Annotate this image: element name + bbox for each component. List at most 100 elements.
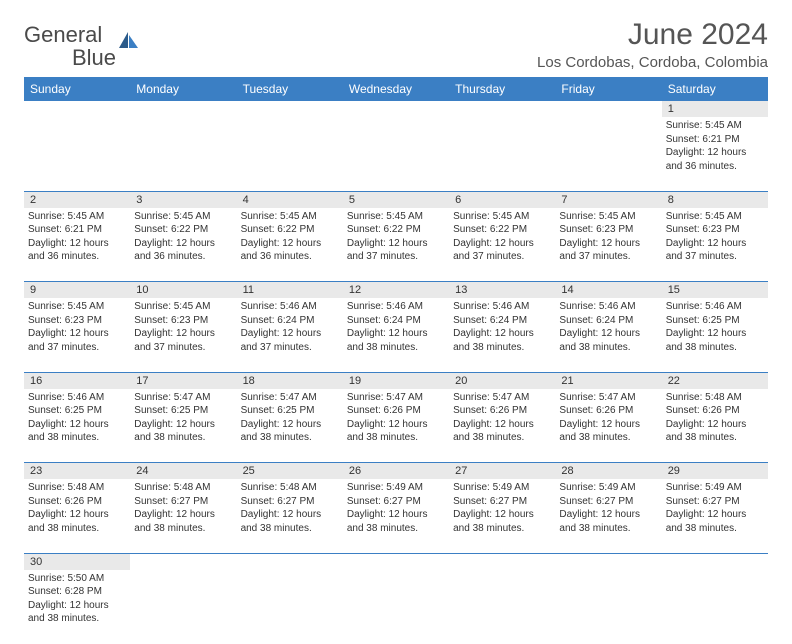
day-number bbox=[343, 101, 449, 117]
calendar-table: SundayMondayTuesdayWednesdayThursdayFrid… bbox=[24, 77, 768, 644]
daylight-line-2: and 38 minutes. bbox=[453, 522, 551, 536]
daylight-line-2: and 38 minutes. bbox=[347, 522, 445, 536]
day-number: 2 bbox=[24, 191, 130, 208]
day-number: 1 bbox=[662, 101, 768, 117]
daynum-row: 16171819202122 bbox=[24, 372, 768, 389]
daylight-line-2: and 37 minutes. bbox=[347, 250, 445, 264]
day-cell bbox=[130, 570, 236, 644]
day-number: 3 bbox=[130, 191, 236, 208]
sunset-line: Sunset: 6:24 PM bbox=[453, 314, 551, 328]
daylight-line-2: and 38 minutes. bbox=[666, 341, 764, 355]
day-number bbox=[130, 101, 236, 117]
day-number bbox=[662, 553, 768, 570]
sunset-line: Sunset: 6:23 PM bbox=[559, 223, 657, 237]
sunrise-line: Sunrise: 5:45 AM bbox=[559, 210, 657, 224]
day-number: 11 bbox=[237, 282, 343, 299]
day-cell: Sunrise: 5:45 AMSunset: 6:23 PMDaylight:… bbox=[24, 298, 130, 372]
sunset-line: Sunset: 6:23 PM bbox=[28, 314, 126, 328]
day-number: 23 bbox=[24, 463, 130, 480]
day-cell bbox=[555, 570, 661, 644]
weekday-header: Tuesday bbox=[237, 77, 343, 101]
daylight-line-2: and 37 minutes. bbox=[559, 250, 657, 264]
day-number: 8 bbox=[662, 191, 768, 208]
day-number: 27 bbox=[449, 463, 555, 480]
day-cell: Sunrise: 5:48 AMSunset: 6:27 PMDaylight:… bbox=[130, 479, 236, 553]
sunrise-line: Sunrise: 5:45 AM bbox=[241, 210, 339, 224]
day-number: 5 bbox=[343, 191, 449, 208]
day-number: 25 bbox=[237, 463, 343, 480]
daylight-line-1: Daylight: 12 hours bbox=[134, 418, 232, 432]
sunrise-line: Sunrise: 5:46 AM bbox=[241, 300, 339, 314]
daylight-line-1: Daylight: 12 hours bbox=[453, 418, 551, 432]
sunrise-line: Sunrise: 5:46 AM bbox=[559, 300, 657, 314]
daylight-line-2: and 36 minutes. bbox=[241, 250, 339, 264]
sunset-line: Sunset: 6:26 PM bbox=[347, 404, 445, 418]
daynum-row: 2345678 bbox=[24, 191, 768, 208]
daylight-line-1: Daylight: 12 hours bbox=[347, 508, 445, 522]
day-number: 20 bbox=[449, 372, 555, 389]
daynum-row: 23242526272829 bbox=[24, 463, 768, 480]
sunrise-line: Sunrise: 5:45 AM bbox=[453, 210, 551, 224]
sunset-line: Sunset: 6:24 PM bbox=[559, 314, 657, 328]
weekday-header: Wednesday bbox=[343, 77, 449, 101]
day-cell: Sunrise: 5:47 AMSunset: 6:25 PMDaylight:… bbox=[237, 389, 343, 463]
day-cell bbox=[24, 117, 130, 191]
sunrise-line: Sunrise: 5:45 AM bbox=[134, 210, 232, 224]
sunset-line: Sunset: 6:22 PM bbox=[241, 223, 339, 237]
day-cell: Sunrise: 5:46 AMSunset: 6:24 PMDaylight:… bbox=[343, 298, 449, 372]
sunrise-line: Sunrise: 5:48 AM bbox=[28, 481, 126, 495]
sunrise-line: Sunrise: 5:45 AM bbox=[347, 210, 445, 224]
sunrise-line: Sunrise: 5:49 AM bbox=[559, 481, 657, 495]
day-cell: Sunrise: 5:45 AMSunset: 6:22 PMDaylight:… bbox=[449, 208, 555, 282]
daylight-line-2: and 38 minutes. bbox=[666, 522, 764, 536]
day-number: 12 bbox=[343, 282, 449, 299]
sunrise-line: Sunrise: 5:48 AM bbox=[134, 481, 232, 495]
day-cell bbox=[237, 570, 343, 644]
day-cell bbox=[449, 570, 555, 644]
day-number: 28 bbox=[555, 463, 661, 480]
page-title: June 2024 bbox=[537, 18, 768, 52]
day-cell bbox=[555, 117, 661, 191]
day-number: 24 bbox=[130, 463, 236, 480]
daylight-line-2: and 38 minutes. bbox=[28, 431, 126, 445]
daylight-line-2: and 37 minutes. bbox=[134, 341, 232, 355]
day-cell bbox=[343, 117, 449, 191]
header: General Blue June 2024 Los Cordobas, Cor… bbox=[24, 18, 768, 71]
day-number: 15 bbox=[662, 282, 768, 299]
daylight-line-2: and 38 minutes. bbox=[347, 431, 445, 445]
sunset-line: Sunset: 6:26 PM bbox=[666, 404, 764, 418]
day-number bbox=[555, 101, 661, 117]
sunrise-line: Sunrise: 5:46 AM bbox=[666, 300, 764, 314]
day-cell: Sunrise: 5:45 AMSunset: 6:22 PMDaylight:… bbox=[343, 208, 449, 282]
daylight-line-1: Daylight: 12 hours bbox=[28, 237, 126, 251]
sunrise-line: Sunrise: 5:47 AM bbox=[559, 391, 657, 405]
day-cell: Sunrise: 5:45 AMSunset: 6:22 PMDaylight:… bbox=[237, 208, 343, 282]
daylight-line-2: and 38 minutes. bbox=[559, 431, 657, 445]
sunrise-line: Sunrise: 5:45 AM bbox=[28, 300, 126, 314]
daylight-line-2: and 38 minutes. bbox=[241, 431, 339, 445]
weekday-header: Saturday bbox=[662, 77, 768, 101]
daylight-line-2: and 38 minutes. bbox=[134, 522, 232, 536]
daylight-line-2: and 36 minutes. bbox=[28, 250, 126, 264]
weekday-header: Thursday bbox=[449, 77, 555, 101]
sunset-line: Sunset: 6:28 PM bbox=[28, 585, 126, 599]
daylight-line-1: Daylight: 12 hours bbox=[347, 418, 445, 432]
sunrise-line: Sunrise: 5:47 AM bbox=[453, 391, 551, 405]
daylight-line-1: Daylight: 12 hours bbox=[666, 327, 764, 341]
day-number: 19 bbox=[343, 372, 449, 389]
day-cell: Sunrise: 5:46 AMSunset: 6:25 PMDaylight:… bbox=[24, 389, 130, 463]
day-cell: Sunrise: 5:48 AMSunset: 6:26 PMDaylight:… bbox=[662, 389, 768, 463]
day-cell: Sunrise: 5:45 AMSunset: 6:21 PMDaylight:… bbox=[662, 117, 768, 191]
day-cell: Sunrise: 5:49 AMSunset: 6:27 PMDaylight:… bbox=[662, 479, 768, 553]
sunset-line: Sunset: 6:25 PM bbox=[28, 404, 126, 418]
daylight-line-2: and 37 minutes. bbox=[453, 250, 551, 264]
day-cell: Sunrise: 5:50 AMSunset: 6:28 PMDaylight:… bbox=[24, 570, 130, 644]
sunset-line: Sunset: 6:26 PM bbox=[453, 404, 551, 418]
daylight-line-2: and 38 minutes. bbox=[453, 431, 551, 445]
sunrise-line: Sunrise: 5:48 AM bbox=[241, 481, 339, 495]
day-cell: Sunrise: 5:47 AMSunset: 6:26 PMDaylight:… bbox=[555, 389, 661, 463]
day-cell: Sunrise: 5:46 AMSunset: 6:24 PMDaylight:… bbox=[449, 298, 555, 372]
day-cell: Sunrise: 5:49 AMSunset: 6:27 PMDaylight:… bbox=[343, 479, 449, 553]
sunset-line: Sunset: 6:22 PM bbox=[134, 223, 232, 237]
sunrise-line: Sunrise: 5:49 AM bbox=[666, 481, 764, 495]
